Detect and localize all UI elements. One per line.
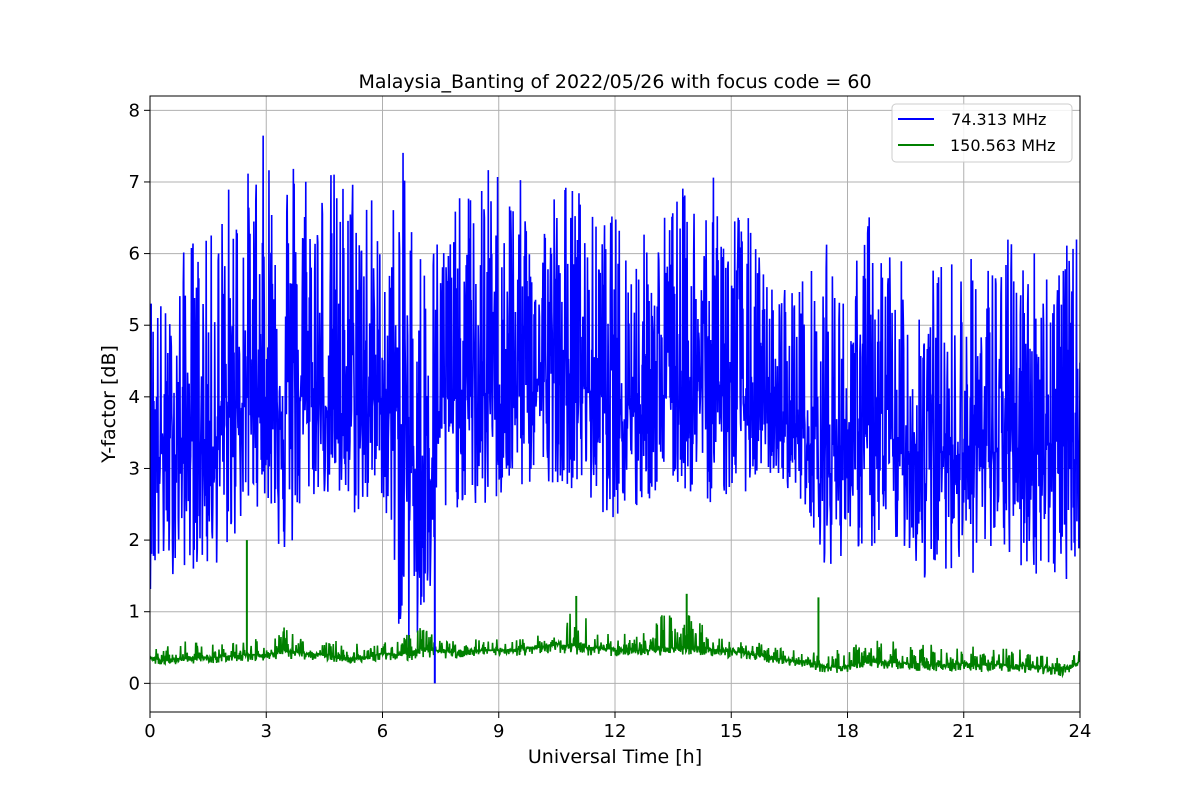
y-tick-label: 7 bbox=[129, 172, 140, 193]
y-tick-label: 8 bbox=[129, 100, 140, 121]
y-tick-label: 6 bbox=[129, 244, 140, 265]
legend-label-74mhz: 74.313 MHz bbox=[946, 110, 1046, 129]
x-tick-label: 12 bbox=[604, 721, 627, 742]
x-tick-label: 3 bbox=[261, 721, 272, 742]
y-tick-label: 3 bbox=[129, 458, 140, 479]
series-layer bbox=[150, 135, 1080, 684]
x-tick-label: 15 bbox=[720, 721, 743, 742]
x-tick-label: 6 bbox=[377, 721, 388, 742]
series-line-150mhz bbox=[150, 613, 1080, 679]
x-tick-label: 9 bbox=[493, 721, 504, 742]
y-tick-label: 5 bbox=[129, 315, 140, 336]
x-tick-label: 18 bbox=[836, 721, 859, 742]
y-axis-title: Y-factor [dB] bbox=[98, 345, 120, 464]
x-tick-label: 21 bbox=[952, 721, 975, 742]
legend-box bbox=[891, 103, 1073, 163]
y-tick-label: 4 bbox=[129, 387, 140, 408]
legend-label-150mhz: 150.563 MHz bbox=[950, 136, 1055, 155]
x-axis-title: Universal Time [h] bbox=[528, 746, 702, 768]
x-tick-label: 24 bbox=[1069, 721, 1092, 742]
chart-title: Malaysia_Banting of 2022/05/26 with focu… bbox=[358, 71, 871, 93]
y-tick-label: 0 bbox=[129, 673, 140, 694]
series-line-74mhz bbox=[150, 135, 1080, 648]
legend: 74.313 MHz 150.563 MHz bbox=[891, 103, 1073, 163]
y-tick-label: 1 bbox=[129, 602, 140, 623]
x-tick-label: 0 bbox=[144, 721, 155, 742]
y-tick-label: 2 bbox=[129, 530, 140, 551]
